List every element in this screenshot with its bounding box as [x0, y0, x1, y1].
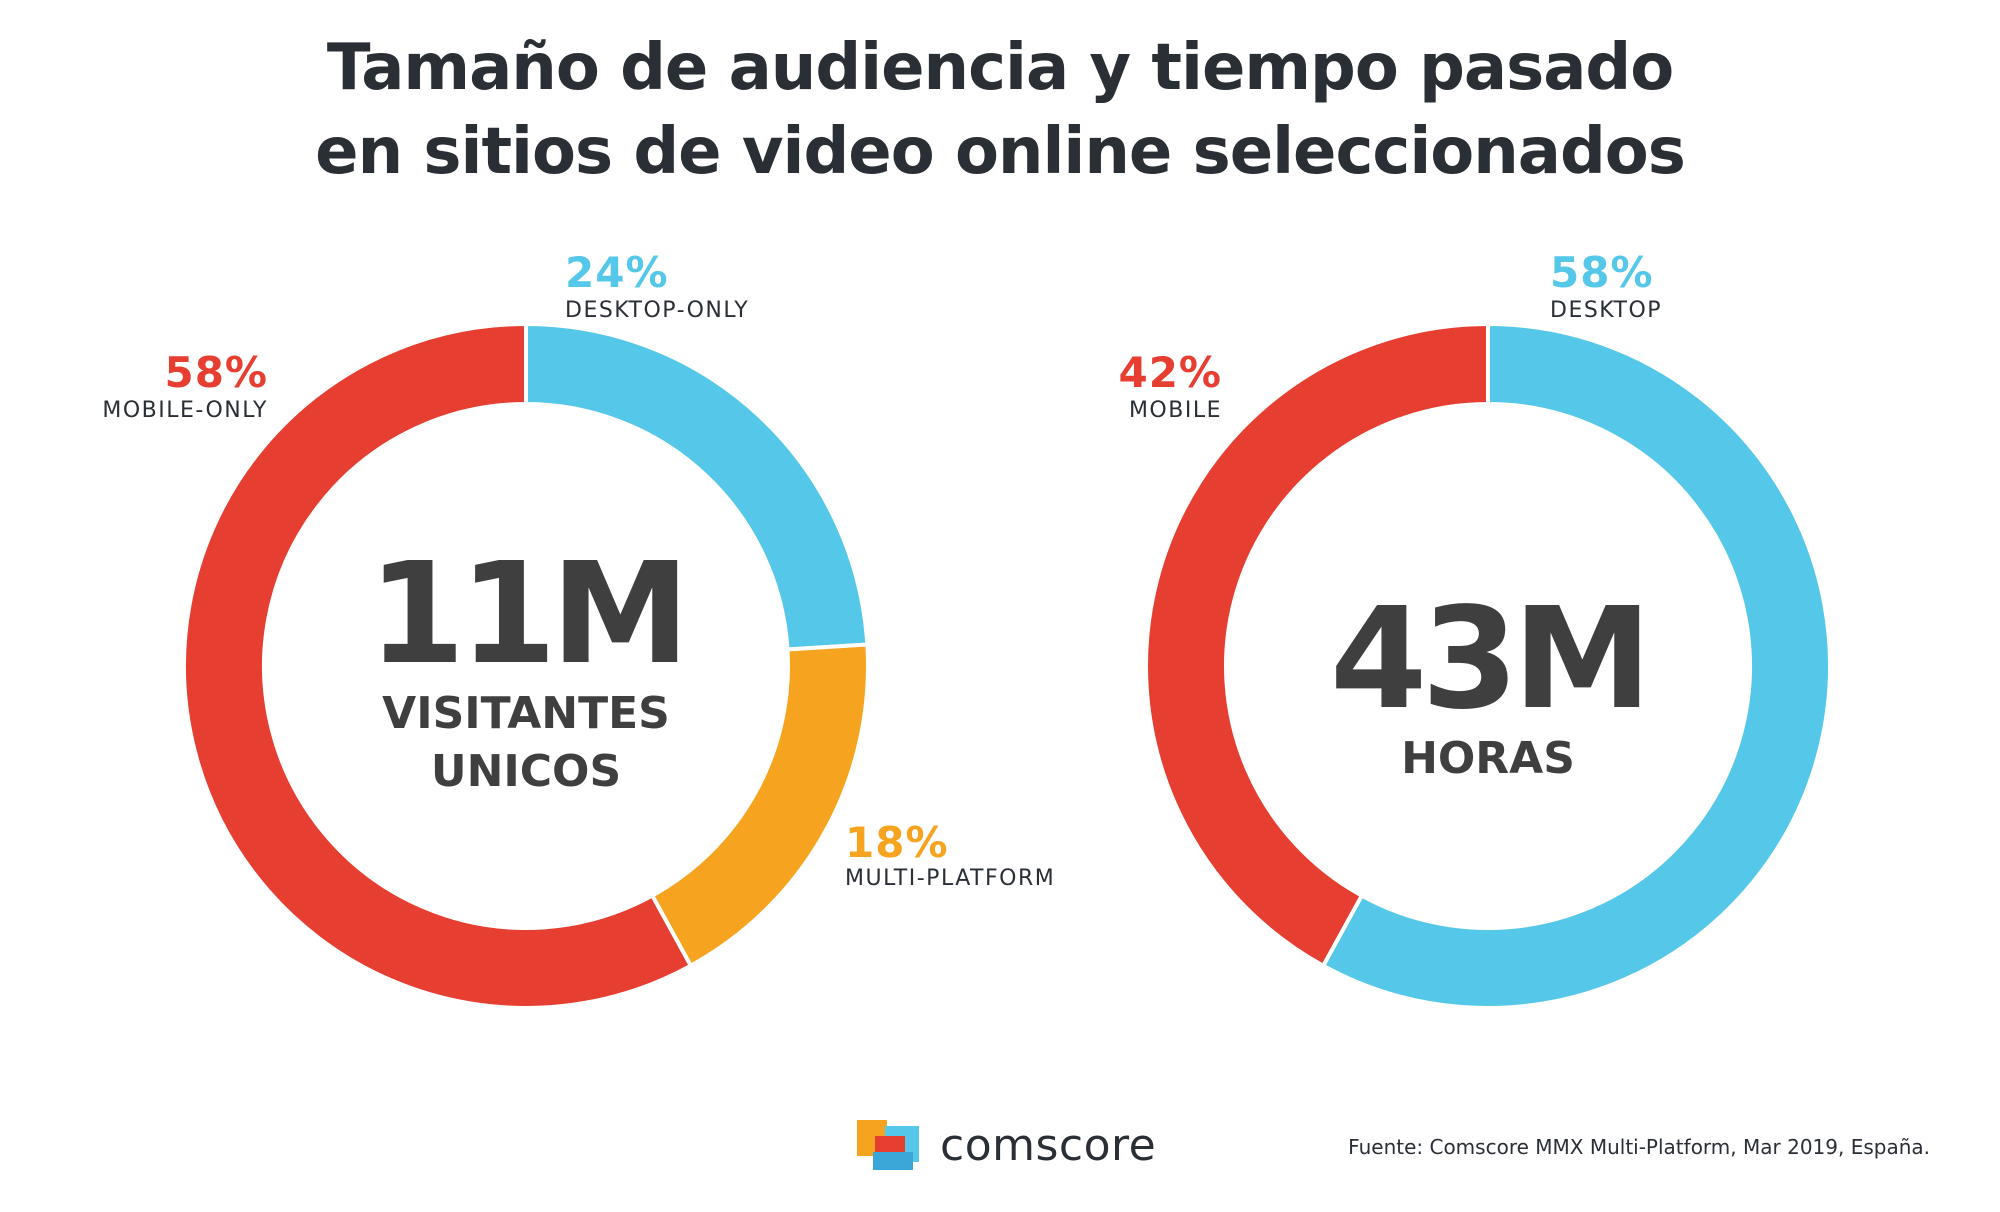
- source-note: Fuente: Comscore MMX Multi-Platform, Mar…: [1348, 1135, 1930, 1159]
- donut-slice-desktop: [1320, 321, 1832, 1010]
- center-label-visitors-line-2: UNICOS: [430, 746, 622, 797]
- donut-center-hours: 43M HORAS: [1288, 590, 1688, 788]
- chart-title: Tamaño de audiencia y tiempo pasado en s…: [0, 26, 2000, 194]
- slice-label-multi-platform: MULTI-PLATFORM: [845, 866, 1056, 891]
- chart-title-line-1: Tamaño de audiencia y tiempo pasado: [326, 31, 1674, 105]
- slice-label-multi-platform-pct: 18%: [845, 818, 949, 867]
- slice-label-mobile-only-pct: 58%: [164, 348, 268, 397]
- center-value-hours: 43M: [1329, 578, 1652, 741]
- donut-chart-hours: [1144, 321, 1832, 1010]
- chart-title-line-2: en sitios de video online seleccionados: [315, 115, 1686, 189]
- comscore-logo-icon: [857, 1120, 919, 1170]
- slice-label-desktop: DESKTOP: [1550, 298, 1663, 323]
- comscore-brand: comscore: [940, 1120, 1157, 1171]
- slice-label-desktop-only: DESKTOP-ONLY: [565, 298, 750, 323]
- slice-label-desktop-only-pct: 24%: [565, 248, 669, 297]
- slice-label-mobile: MOBILE: [1128, 398, 1222, 423]
- center-value-visitors: 11M: [367, 533, 690, 696]
- slice-label-mobile-only: MOBILE-ONLY: [102, 398, 268, 423]
- center-label-hours: HORAS: [1401, 733, 1575, 784]
- donut-slice-mobile-only: [182, 321, 694, 1010]
- donut-center-visitors: 11M VISITANTES UNICOS: [326, 545, 726, 801]
- slice-label-mobile-pct: 42%: [1118, 348, 1222, 397]
- donut-slice-mobile: [1144, 321, 1490, 969]
- slice-label-desktop-pct: 58%: [1550, 248, 1654, 297]
- donut-chart-visitors: [182, 321, 870, 1010]
- center-label-visitors-line-1: VISITANTES: [382, 688, 670, 739]
